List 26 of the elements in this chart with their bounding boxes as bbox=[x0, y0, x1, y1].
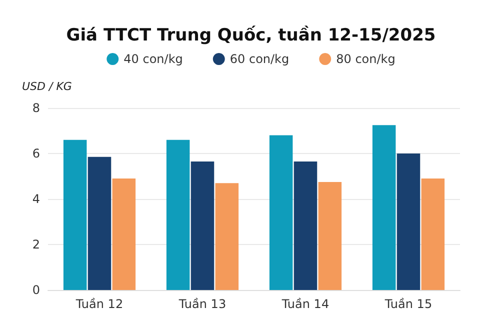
chart-title: Giá TTCT Trung Quốc, tuần 12-15/2025 bbox=[66, 26, 436, 46]
y-tick-label: 8 bbox=[32, 101, 40, 115]
y-tick-label: 6 bbox=[32, 146, 40, 160]
bar bbox=[372, 125, 396, 290]
bar bbox=[294, 161, 318, 290]
bar bbox=[396, 154, 420, 290]
bar bbox=[88, 156, 112, 290]
x-tick-label: Tuần 12 bbox=[74, 297, 124, 311]
bar bbox=[112, 178, 136, 290]
bar bbox=[63, 140, 87, 290]
y-axis-title: USD / KG bbox=[22, 80, 72, 93]
legend-label: 80 con/kg bbox=[336, 52, 396, 66]
y-tick-label: 4 bbox=[32, 192, 40, 206]
bar bbox=[166, 140, 190, 290]
bar bbox=[269, 135, 293, 290]
x-tick-label: Tuần 14 bbox=[280, 297, 330, 311]
y-tick-label: 2 bbox=[32, 238, 40, 252]
bar bbox=[215, 183, 239, 290]
legend-label: 40 con/kg bbox=[124, 52, 183, 66]
y-tick-label: 0 bbox=[32, 283, 40, 297]
bar bbox=[190, 161, 214, 290]
x-tick-label: Tuần 13 bbox=[178, 297, 226, 311]
bar bbox=[421, 178, 445, 290]
bar bbox=[318, 182, 342, 290]
x-tick-label: Tuần 15 bbox=[384, 297, 432, 311]
legend-label: 60 con/kg bbox=[230, 52, 290, 66]
